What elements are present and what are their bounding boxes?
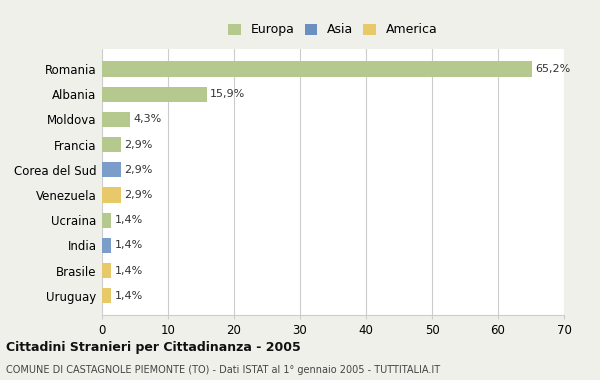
Bar xyxy=(102,263,111,278)
Bar xyxy=(102,137,121,152)
Text: 4,3%: 4,3% xyxy=(134,114,162,124)
Text: 1,4%: 1,4% xyxy=(115,266,143,276)
Text: Cittadini Stranieri per Cittadinanza - 2005: Cittadini Stranieri per Cittadinanza - 2… xyxy=(6,342,301,355)
Bar xyxy=(102,187,121,203)
Text: COMUNE DI CASTAGNOLE PIEMONTE (TO) - Dati ISTAT al 1° gennaio 2005 - TUTTITALIA.: COMUNE DI CASTAGNOLE PIEMONTE (TO) - Dat… xyxy=(6,365,440,375)
Text: 2,9%: 2,9% xyxy=(124,139,153,150)
Bar xyxy=(102,238,111,253)
Text: 1,4%: 1,4% xyxy=(115,291,143,301)
Bar xyxy=(102,288,111,303)
Text: 1,4%: 1,4% xyxy=(115,215,143,225)
Bar xyxy=(102,87,207,102)
Legend: Europa, Asia, America: Europa, Asia, America xyxy=(223,18,443,41)
Text: 2,9%: 2,9% xyxy=(124,165,153,175)
Text: 15,9%: 15,9% xyxy=(210,89,245,99)
Text: 2,9%: 2,9% xyxy=(124,190,153,200)
Bar xyxy=(102,213,111,228)
Bar xyxy=(102,62,532,77)
Bar xyxy=(102,162,121,177)
Text: 1,4%: 1,4% xyxy=(115,241,143,250)
Text: 65,2%: 65,2% xyxy=(536,64,571,74)
Bar xyxy=(102,112,130,127)
